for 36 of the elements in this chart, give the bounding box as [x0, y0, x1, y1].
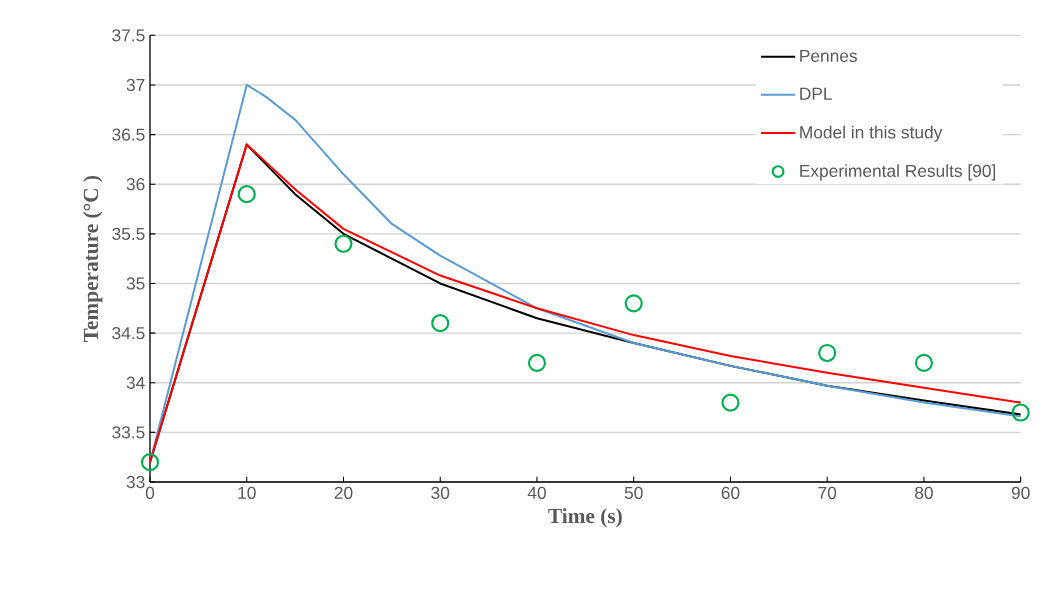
y-tick-label: 36 — [126, 178, 145, 191]
y-tick-label: 34.5 — [112, 326, 145, 340]
point — [140, 453, 160, 472]
x-tick-label: 90 — [1011, 486, 1030, 499]
x-tick-label: 50 — [624, 486, 643, 499]
point — [1011, 403, 1030, 422]
x-tick-label: 10 — [238, 486, 256, 499]
y-tick-label: 36.5 — [112, 128, 145, 141]
legend-label: Pennes — [800, 49, 857, 62]
y-tick-label: 37 — [126, 78, 145, 92]
y-tick-label: 33 — [126, 475, 145, 489]
legend-label: Experimental Results [90] — [800, 164, 996, 181]
x-tick-label: 40 — [527, 486, 546, 499]
y-tick-label: 35 — [126, 277, 145, 290]
y-axis-title: Temperature (°C ) — [83, 175, 103, 342]
x-tick-label: 60 — [721, 486, 740, 499]
x-tick-label: 0 — [145, 486, 155, 499]
point — [624, 294, 643, 313]
x-tick-label: 80 — [915, 486, 933, 499]
legend-label: Model in this study — [800, 125, 943, 142]
y-tick-label: 33.5 — [112, 426, 145, 439]
point — [431, 314, 450, 333]
point — [914, 353, 933, 372]
point — [721, 393, 740, 412]
x-axis-title: Time (s) — [548, 508, 622, 528]
point — [334, 234, 353, 253]
legend-label: DPL — [800, 87, 832, 100]
y-tick-label: 37.5 — [112, 29, 145, 42]
y-tick-label: 34 — [126, 376, 145, 389]
x-tick-label: 20 — [334, 486, 353, 499]
x-tick-label: 70 — [818, 486, 837, 499]
y-tick-label: 35.5 — [112, 227, 145, 240]
x-tick-label: 30 — [431, 486, 450, 499]
point — [818, 343, 837, 363]
point — [527, 353, 547, 372]
point — [237, 185, 256, 204]
